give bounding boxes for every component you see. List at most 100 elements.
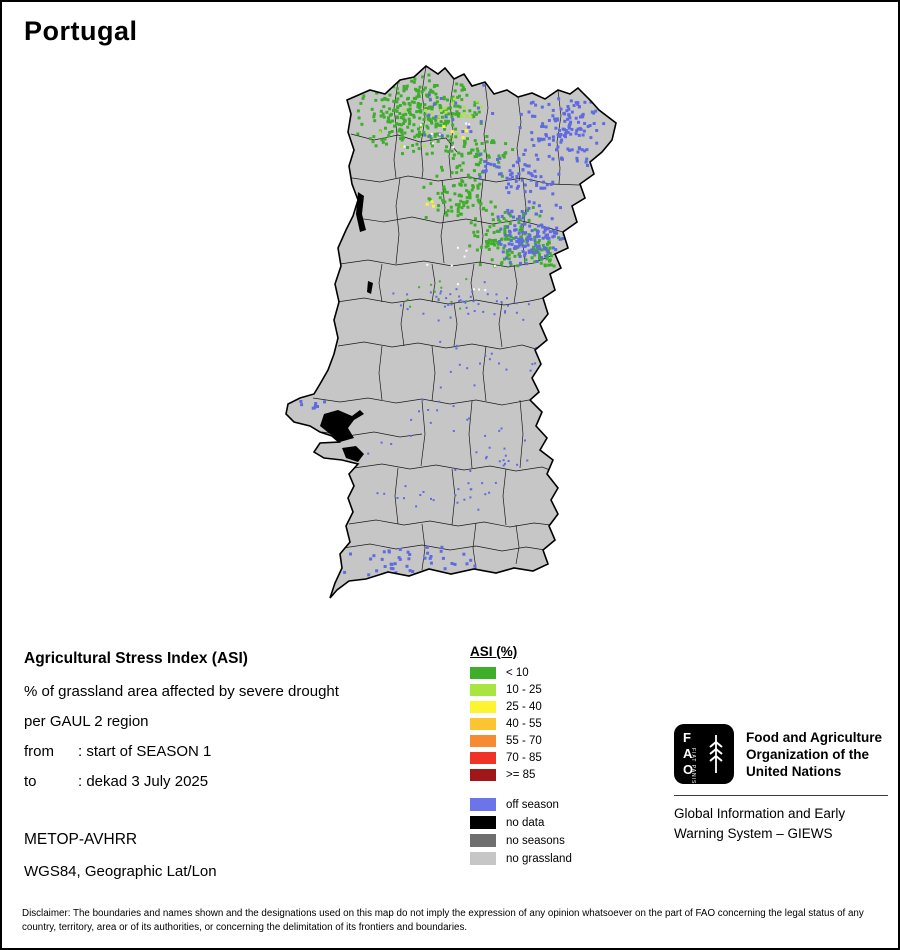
fao-divider <box>674 795 888 796</box>
legend-title: ASI (%) <box>470 644 518 659</box>
legend-swatch <box>470 701 496 713</box>
map-layers <box>299 66 606 577</box>
district-boundary <box>470 263 475 303</box>
district-boundary <box>472 522 477 570</box>
legend-swatch <box>470 718 496 730</box>
to-label: to <box>24 773 37 790</box>
sensor-line: METOP-AVHRR <box>24 831 138 848</box>
district-boundary <box>448 78 455 179</box>
legend-item: < 10 <box>470 667 572 679</box>
legend-item: off season <box>470 798 572 811</box>
legend-classes: < 10 10 - 25 25 - 40 40 - 55 55 - 70 70 - 85 >… <box>470 667 572 781</box>
district-boundary <box>400 301 405 347</box>
asi-subtitle: % of grassland area affected by severe d… <box>24 683 339 700</box>
district-boundary <box>420 400 426 467</box>
water-body <box>320 410 364 442</box>
district-boundary <box>431 345 436 402</box>
district-boundary <box>498 302 503 348</box>
legend-label: >= 85 <box>506 769 536 781</box>
legend-swatch <box>470 684 496 696</box>
wheat-icon <box>709 735 723 773</box>
legend-extra: off season no data no seasons no grassland <box>470 798 572 865</box>
fao-motto: FIAT PANIS <box>690 748 696 785</box>
legend-item: 55 - 70 <box>470 735 572 747</box>
legend-label: 40 - 55 <box>506 718 542 730</box>
legend-item: no seasons <box>470 834 572 847</box>
legend-item: >= 85 <box>470 769 572 781</box>
district-boundary <box>515 524 520 565</box>
district-boundary <box>431 263 436 303</box>
fao-letter-f: F <box>683 730 691 745</box>
fao-letter-o: O <box>683 762 694 777</box>
district-boundary <box>348 519 552 528</box>
legend-label: < 10 <box>506 667 529 679</box>
water-body <box>342 446 364 462</box>
legend-item: 10 - 25 <box>470 684 572 696</box>
legend-label: no seasons <box>506 834 565 847</box>
district-boundary <box>519 399 524 469</box>
giews-line: Warning System – GIEWS <box>674 826 833 841</box>
fao-letter-a: A <box>683 746 693 761</box>
legend-item: no data <box>470 816 572 829</box>
district-boundary <box>378 345 383 401</box>
map-info: Agricultural Stress Index (ASI) % of gra… <box>24 650 339 881</box>
from-label: from <box>24 743 54 760</box>
district-boundary <box>395 177 401 265</box>
giews-line: Global Information and Early <box>674 806 846 821</box>
district-boundary <box>337 341 537 350</box>
water-body <box>367 281 373 294</box>
fao-name-line: Organization of the <box>746 746 869 762</box>
legend-swatch <box>470 834 496 847</box>
projection-line: WGS84, Geographic Lat/Lon <box>24 863 217 880</box>
district-boundary <box>393 81 399 179</box>
legend-label: 25 - 40 <box>506 701 542 713</box>
legend-label: off season <box>506 798 559 811</box>
district-boundary <box>479 179 484 265</box>
disclaimer: Disclaimer: The boundaries and names sho… <box>22 908 864 933</box>
district-boundary <box>353 463 551 472</box>
legend-label: 70 - 85 <box>506 752 542 764</box>
from-line: from : start of SEASON 1 <box>24 743 339 761</box>
legend-swatch <box>470 852 496 865</box>
legend: ASI (%) < 10 10 - 25 25 - 40 40 - 55 55 - 70… <box>470 644 572 870</box>
district-boundary <box>342 543 546 552</box>
to-value: : dekad 3 July 2025 <box>78 773 209 790</box>
district-boundary <box>378 263 383 303</box>
fao-header: F A O FIAT PANIS Food and Agriculture <box>674 724 888 784</box>
legend-item: no grassland <box>470 852 572 865</box>
country-outline <box>285 64 617 599</box>
legend-label: 55 - 70 <box>506 735 542 747</box>
district-boundary <box>421 523 426 571</box>
legend-label: no grassland <box>506 852 572 865</box>
legend-swatch <box>470 769 496 781</box>
legend-swatch <box>470 735 496 747</box>
fao-name-line: Food and Agriculture <box>746 729 882 745</box>
district-boundary <box>394 467 399 525</box>
from-value: : start of SEASON 1 <box>78 743 212 760</box>
district-boundary <box>351 175 581 186</box>
fao-name: Food and Agriculture Organization of the… <box>746 729 882 780</box>
district-boundary <box>453 302 458 347</box>
to-line: to : dekad 3 July 2025 <box>24 773 339 791</box>
legend-swatch <box>470 816 496 829</box>
district-boundary <box>356 216 564 233</box>
legend-item: 25 - 40 <box>470 701 572 713</box>
page-title: Portugal <box>24 16 138 46</box>
giews-text: Global Information and Early Warning Sys… <box>674 804 888 844</box>
water-body <box>356 192 366 232</box>
district-boundary <box>468 400 473 469</box>
fao-block: F A O FIAT PANIS Food and Agriculture <box>674 724 888 844</box>
asi-region-line: per GAUL 2 region <box>24 713 149 730</box>
asi-heading: Agricultural Stress Index (ASI) <box>24 650 248 667</box>
legend-label: 10 - 25 <box>506 684 542 696</box>
legend-swatch <box>470 798 496 811</box>
legend-label: no data <box>506 816 545 829</box>
legend-swatch <box>470 752 496 764</box>
fao-logo-letters: F A O <box>683 730 693 778</box>
district-boundary <box>502 468 507 526</box>
country-fill <box>286 66 616 598</box>
fao-logo: F A O FIAT PANIS <box>674 724 734 784</box>
district-boundary <box>513 264 518 304</box>
